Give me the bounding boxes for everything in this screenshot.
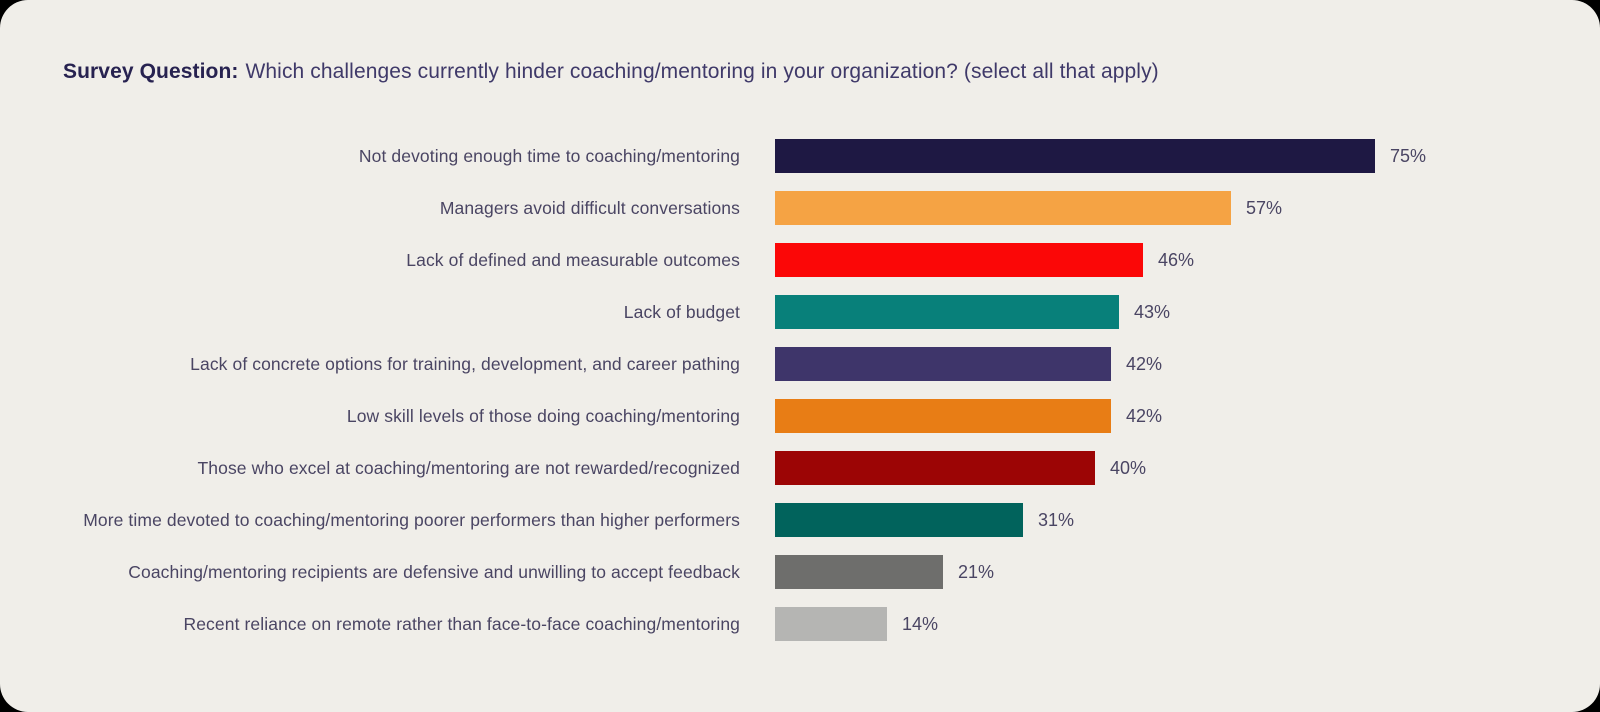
bar-chart: Not devoting enough time to coaching/men… [0,130,1600,650]
bar-track: 42% [775,390,1162,442]
bar-value-label: 42% [1126,353,1163,374]
bar-value-label: 75% [1390,145,1427,166]
bar [775,607,887,641]
bar-label: More time devoted to coaching/mentoring … [83,509,740,530]
bar-label: Those who excel at coaching/mentoring ar… [197,457,740,478]
bar-track: 42% [775,338,1162,390]
bar-value-label: 40% [1110,457,1147,478]
bar [775,555,943,589]
bar [775,503,1023,537]
bar-value-label: 46% [1158,249,1195,270]
bar-label: Lack of defined and measurable outcomes [406,249,740,270]
chart-row: Lack of defined and measurable outcomes … [0,234,1600,286]
chart-row: Managers avoid difficult conversations 5… [0,182,1600,234]
bar-track: 40% [775,442,1146,494]
bar-label: Lack of concrete options for training, d… [190,353,740,374]
bar-value-label: 14% [902,613,939,634]
survey-question-title: Survey Question: Which challenges current… [63,60,1159,84]
chart-row: Those who excel at coaching/mentoring ar… [0,442,1600,494]
bar-value-label: 21% [958,561,995,582]
bar-label: Low skill levels of those doing coaching… [346,405,740,426]
bar [775,347,1111,381]
bar-track: 31% [775,494,1074,546]
bar [775,191,1231,225]
bar [775,295,1119,329]
bar-value-label: 57% [1246,197,1283,218]
bar-track: 21% [775,546,994,598]
bar-value-label: 31% [1038,509,1075,530]
bar-value-label: 43% [1134,301,1171,322]
bar-track: 46% [775,234,1194,286]
chart-row: Low skill levels of those doing coaching… [0,390,1600,442]
chart-row: More time devoted to coaching/mentoring … [0,494,1600,546]
bar-label: Recent reliance on remote rather than fa… [183,613,740,634]
chart-row: Recent reliance on remote rather than fa… [0,598,1600,650]
bar-track: 14% [775,598,938,650]
bar-value-label: 42% [1126,405,1163,426]
chart-row: Not devoting enough time to coaching/men… [0,130,1600,182]
bar-label: Coaching/mentoring recipients are defens… [128,561,740,582]
chart-row: Lack of concrete options for training, d… [0,338,1600,390]
survey-question-label: Survey Question: [63,60,239,83]
bar [775,243,1143,277]
bar-label: Not devoting enough time to coaching/men… [358,145,740,166]
chart-row: Lack of budget 43% [0,286,1600,338]
bar [775,139,1375,173]
bar-track: 43% [775,286,1170,338]
bar-label: Managers avoid difficult conversations [439,197,740,218]
bar [775,399,1111,433]
survey-question-text: Which challenges currently hinder coachi… [245,60,1159,83]
bar-track: 75% [775,130,1426,182]
bar [775,451,1095,485]
bar-track: 57% [775,182,1282,234]
chart-row: Coaching/mentoring recipients are defens… [0,546,1600,598]
bar-label: Lack of budget [623,301,740,322]
